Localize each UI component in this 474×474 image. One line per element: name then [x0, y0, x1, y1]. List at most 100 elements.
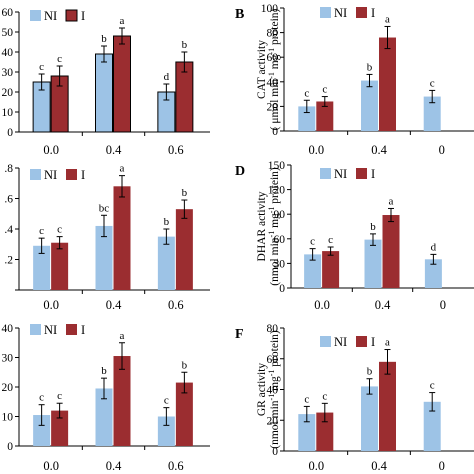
x-category-label: 0.0 — [308, 459, 324, 473]
legend: NI I — [320, 335, 375, 349]
legend-swatch-i — [356, 336, 367, 347]
y-tick-label: 0 — [7, 127, 13, 139]
significance-letter: a — [120, 163, 125, 175]
legend: NI I — [320, 6, 375, 20]
legend-swatch-ni — [30, 10, 41, 21]
legend-swatch-ni — [320, 168, 331, 179]
x-category-label: 0.0 — [43, 298, 59, 312]
legend-label-i: I — [371, 6, 375, 20]
legend-swatch-ni — [30, 324, 41, 335]
bar-ni — [423, 96, 441, 131]
y-tick-label: 0 — [7, 441, 13, 453]
legend-swatch-ni — [30, 169, 41, 180]
significance-letter: d — [164, 71, 170, 83]
bar-i — [51, 410, 69, 446]
panel-d: 0 30 60 90 120 150 0.0 c c 0.4 b a 0 d NI I D DHAR activi… — [235, 160, 474, 312]
significance-letter: b — [370, 221, 376, 233]
y-tick-label: 0 — [272, 446, 278, 458]
legend-label-ni: NI — [44, 323, 57, 337]
y-tick-label: 10 — [2, 107, 14, 119]
bar-i — [382, 215, 400, 288]
y-tick-label: .4 — [4, 224, 13, 236]
legend-label-i: I — [81, 323, 85, 337]
y-tick-label: .6 — [4, 194, 13, 206]
legend-label-i: I — [371, 335, 375, 349]
bar-i — [316, 412, 334, 451]
bar-ni — [361, 386, 378, 451]
y-tick-label: 30 — [2, 353, 14, 365]
y-tick-label: 30 — [274, 258, 286, 270]
y-tick-label: 40 — [267, 77, 279, 89]
panel-letter: D — [235, 164, 245, 179]
legend-label-i: I — [81, 9, 85, 23]
significance-letter: b — [182, 39, 188, 51]
x-category-label: 0.0 — [314, 298, 330, 312]
significance-letter: b — [367, 61, 373, 73]
significance-letter: c — [39, 392, 44, 404]
bar-ni — [95, 225, 113, 290]
bar-i — [175, 209, 193, 290]
legend-swatch-i — [66, 169, 77, 180]
significance-letter: c — [430, 380, 435, 392]
y-tick-label: 0 — [272, 126, 278, 138]
y-tick-label: 90 — [274, 209, 286, 221]
significance-letter: b — [367, 366, 373, 378]
y-tick-label: 40 — [2, 47, 14, 59]
y-tick-label: 0 — [279, 283, 285, 295]
x-category-label: 0.6 — [168, 143, 184, 157]
bar-i — [113, 186, 131, 290]
bar-i — [379, 37, 396, 131]
y-tick-label: 30 — [2, 67, 14, 79]
y-axis-label-main: GR activity — [256, 363, 268, 417]
bar-ni — [95, 388, 113, 446]
significance-letter: d — [431, 241, 437, 253]
significance-letter: c — [304, 87, 309, 99]
significance-letter: b — [182, 187, 188, 199]
y-tick-label: 20 — [2, 382, 14, 394]
significance-letter: c — [57, 224, 62, 236]
bar-i — [316, 101, 334, 131]
bar-ni — [298, 106, 316, 131]
bar-ni — [361, 80, 378, 131]
legend: NI I — [30, 9, 85, 23]
y-tick-label: 120 — [268, 185, 286, 197]
significance-letter: c — [322, 390, 327, 402]
y-tick-label: 150 — [268, 160, 286, 172]
significance-letter: bc — [99, 202, 110, 214]
significance-letter: b — [101, 33, 107, 45]
legend: NI I — [320, 167, 375, 181]
significance-letter: a — [385, 337, 390, 349]
bar-ni — [33, 415, 51, 446]
x-category-label: 0 — [440, 298, 446, 312]
panel-letter: B — [235, 7, 244, 22]
x-category-label: 0.0 — [43, 143, 59, 157]
significance-letter: c — [304, 393, 309, 405]
significance-letter: c — [57, 390, 62, 402]
y-tick-label: 20 — [267, 415, 279, 427]
y-tick-label: 40 — [2, 323, 14, 335]
significance-letter: a — [120, 15, 125, 27]
legend-swatch-i — [356, 7, 367, 18]
bar-ni — [298, 414, 316, 451]
legend: NI I — [30, 323, 85, 337]
significance-letter: c — [57, 53, 62, 65]
y-axis-label-units: ( μmol min-1 mg-1 protein) — [267, 8, 281, 130]
legend-swatch-i — [356, 168, 367, 179]
bar-ni — [33, 245, 51, 290]
x-category-label: 0.6 — [168, 459, 184, 473]
x-category-label: 0.0 — [43, 459, 59, 473]
legend-label-i: I — [81, 168, 85, 182]
y-tick-label: 60 — [267, 354, 279, 366]
legend-swatch-i — [66, 324, 77, 335]
bar-i — [113, 356, 131, 446]
x-category-label: 0 — [439, 459, 445, 473]
x-category-label: 0.4 — [375, 298, 391, 312]
panel-b: 0 20 40 60 80 100 0.0 c c 0.4 b a 0 c NI I B CAT activity… — [235, 3, 474, 157]
y-axis-label-units: (nmol min-1 mg-1 protein) — [267, 167, 281, 286]
legend-label-ni: NI — [334, 167, 347, 181]
panel-e: 0 10 20 30 40 0.0 c c 0.4 b a 0.6 c b NI I — [2, 323, 210, 473]
bar-ni — [304, 254, 322, 288]
legend-swatch-i — [65, 9, 78, 22]
x-category-label: 0.4 — [106, 298, 122, 312]
x-category-label: 0.4 — [106, 143, 122, 157]
